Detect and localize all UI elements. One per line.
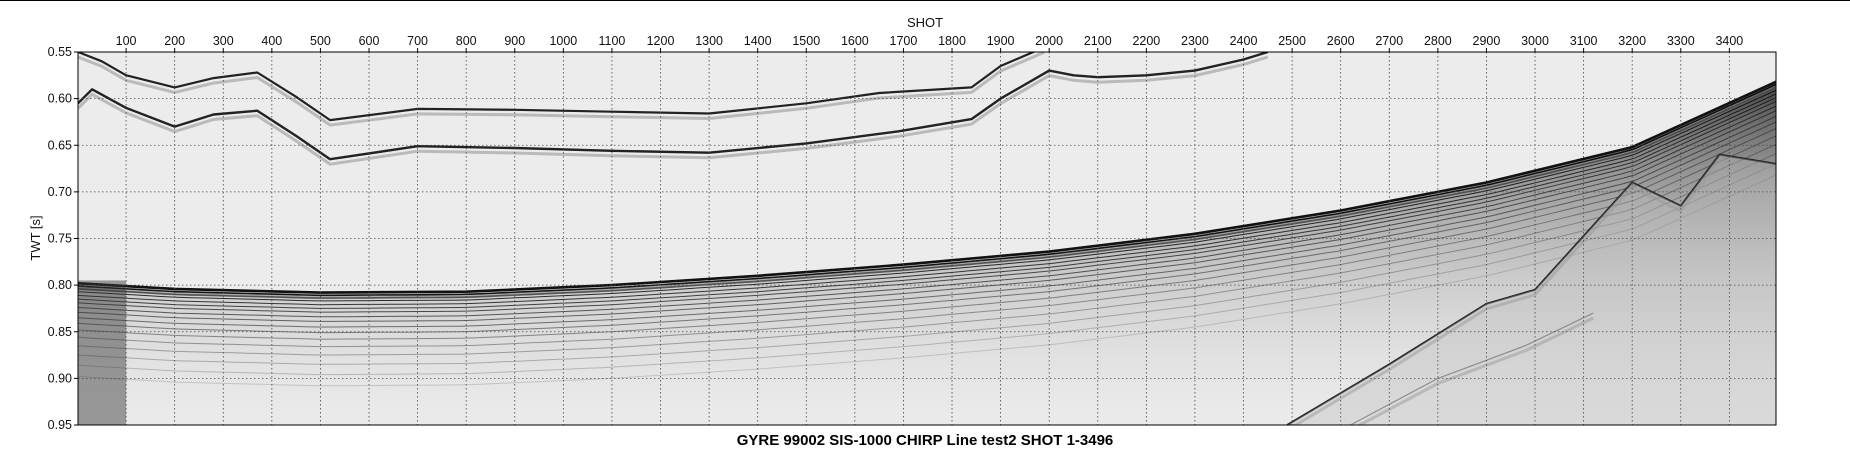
reflector-shadow: [78, 52, 1045, 127]
y-tick-label: 0.55: [48, 45, 72, 59]
x-tick-label: 2300: [1181, 34, 1209, 48]
y-tick-label: 0.70: [48, 185, 72, 199]
sediment-layer: [78, 115, 1776, 328]
sediment-body: [78, 81, 1776, 425]
x-tick-label: 2600: [1327, 34, 1355, 48]
top-border-line: [0, 0, 1850, 1]
x-tick-label: 1800: [938, 34, 966, 48]
y-tick-label: 0.75: [48, 232, 72, 246]
x-tick-label: 1000: [549, 34, 577, 48]
x-tick-label: 1700: [890, 34, 918, 48]
y-tick-label: 0.65: [48, 138, 72, 152]
reflector-shadow: [78, 85, 1776, 300]
x-tick-label: 900: [504, 34, 525, 48]
sediment-layer: [78, 93, 1776, 306]
sediment-layer: [78, 153, 1776, 365]
x-tick-label: 1200: [647, 34, 675, 48]
x-axis-title: SHOT: [907, 15, 943, 30]
x-tick-label: 1600: [841, 34, 869, 48]
x-tick-label: 3100: [1570, 34, 1598, 48]
y-axis-title: TWT [s]: [28, 215, 43, 260]
y-tick-label: 0.90: [48, 371, 72, 385]
x-tick-label: 2900: [1473, 34, 1501, 48]
sediment-layer: [78, 100, 1776, 313]
reflector-shadow: [1356, 316, 1594, 425]
sediment-layer: [78, 128, 1776, 340]
sediment-layer: [78, 83, 1776, 297]
sediment-layer: [78, 135, 1776, 348]
reflector-faint-deep-reflector: [1350, 312, 1594, 425]
x-tick-label: 3000: [1521, 34, 1549, 48]
x-tick-label: 1300: [695, 34, 723, 48]
x-axis-ticks: 100 200 300 400 500 600 700 800 900 1000 1100 1200 1…: [116, 34, 1743, 52]
x-tick-label: 300: [213, 34, 234, 48]
sediment-layer: [78, 110, 1776, 322]
x-tick-label: 2000: [1035, 34, 1063, 48]
x-tick-label: 3400: [1715, 34, 1743, 48]
x-tick-label: 600: [359, 34, 380, 48]
x-tick-label: 1400: [744, 34, 772, 48]
y-tick-label: 0.60: [48, 92, 72, 106]
sediment-layer: [78, 121, 1776, 334]
sediment-layer: [78, 174, 1776, 387]
sediment-layer: [78, 163, 1776, 376]
sediment-layer: [78, 105, 1776, 318]
y-axis-ticks: 0.55 0.60 0.65 0.70 0.75 0.80 0.85 0.90 0.95: [48, 45, 78, 432]
y-tick-label: 0.85: [48, 325, 72, 339]
x-tick-label: 400: [261, 34, 282, 48]
x-tick-label: 500: [310, 34, 331, 48]
x-tick-label: 200: [164, 34, 185, 48]
reflector-shadow: [78, 55, 1269, 166]
left-noise-band: [78, 280, 127, 425]
x-tick-label: 2700: [1375, 34, 1403, 48]
seismic-traces: [78, 52, 1776, 425]
y-tick-label: 0.95: [48, 418, 72, 432]
sediment-layer: [78, 89, 1776, 302]
x-tick-label: 1500: [792, 34, 820, 48]
x-tick-label: 800: [456, 34, 477, 48]
x-tick-label: 2200: [1132, 34, 1160, 48]
x-tick-label: 3300: [1667, 34, 1695, 48]
x-tick-label: 3200: [1618, 34, 1646, 48]
x-tick-label: 700: [407, 34, 428, 48]
x-tick-label: 2400: [1230, 34, 1258, 48]
x-tick-label: 2500: [1278, 34, 1306, 48]
y-tick-label: 0.80: [48, 278, 72, 292]
x-tick-label: 1100: [598, 34, 625, 48]
sediment-layer: [78, 97, 1776, 309]
sediment-layer: [78, 143, 1776, 356]
chart-title: GYRE 99002 SIS-1000 CHIRP Line test2 SHO…: [737, 432, 1114, 449]
x-tick-label: 1900: [987, 34, 1015, 48]
x-tick-label: 2100: [1084, 34, 1112, 48]
x-tick-label: 100: [116, 34, 137, 48]
deep-shading: [1287, 154, 1776, 425]
x-tick-label: 2800: [1424, 34, 1452, 48]
